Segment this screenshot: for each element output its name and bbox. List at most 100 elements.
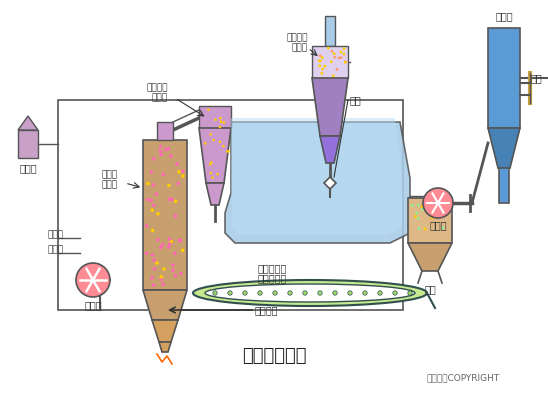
Circle shape [243,291,247,295]
Circle shape [176,182,180,185]
Circle shape [327,47,330,50]
Circle shape [333,53,335,55]
Text: 快速干燥器: 快速干燥器 [258,263,287,273]
Circle shape [155,192,158,196]
Polygon shape [199,128,231,183]
Circle shape [159,275,163,279]
Circle shape [172,263,175,267]
Polygon shape [324,177,336,189]
Circle shape [207,108,210,111]
Circle shape [421,208,424,211]
Circle shape [204,142,207,145]
Circle shape [158,149,162,153]
Circle shape [258,291,262,295]
Circle shape [442,211,445,214]
Circle shape [332,74,335,77]
Polygon shape [152,320,178,342]
Polygon shape [225,106,410,243]
Bar [410,196,440,210]
Circle shape [152,258,156,262]
Polygon shape [408,243,452,271]
Circle shape [151,209,154,212]
Polygon shape [488,128,520,168]
Circle shape [344,60,347,63]
Circle shape [181,170,185,173]
Circle shape [220,121,222,123]
Text: 二次旋流
分离器: 二次旋流 分离器 [287,33,308,53]
Circle shape [333,291,337,295]
Circle shape [181,174,185,178]
Circle shape [414,215,417,218]
Circle shape [219,140,221,143]
Circle shape [213,291,217,295]
Ellipse shape [205,284,415,302]
Circle shape [423,188,453,218]
Circle shape [219,126,221,129]
Circle shape [178,238,181,242]
Circle shape [173,252,176,255]
Circle shape [167,147,170,151]
Circle shape [168,197,172,201]
Bar [408,198,452,243]
Polygon shape [320,136,340,163]
Circle shape [319,59,322,62]
Circle shape [178,239,182,243]
Circle shape [323,65,326,68]
Circle shape [340,51,342,53]
Circle shape [209,133,212,136]
Circle shape [342,47,345,50]
Circle shape [171,269,175,272]
Bar [325,16,335,46]
Circle shape [318,59,321,62]
Circle shape [151,229,155,232]
Circle shape [415,212,419,215]
Bar [157,122,173,140]
Circle shape [162,267,165,271]
Circle shape [161,282,165,286]
Circle shape [288,291,292,295]
Circle shape [150,276,154,279]
Circle shape [335,68,338,71]
Circle shape [273,291,277,295]
Bar [488,28,520,128]
Circle shape [227,150,230,152]
Circle shape [145,224,149,228]
Circle shape [214,118,217,121]
Circle shape [441,226,444,229]
Circle shape [167,183,170,187]
Circle shape [153,267,156,271]
Polygon shape [231,110,402,235]
Circle shape [424,228,426,230]
Circle shape [146,198,150,201]
Polygon shape [143,290,187,320]
Text: 助燃用: 助燃用 [48,246,64,254]
Ellipse shape [193,280,427,306]
Circle shape [321,56,324,59]
Circle shape [76,263,110,297]
Circle shape [431,210,434,213]
Circle shape [151,253,154,257]
Circle shape [159,152,163,156]
Circle shape [159,144,162,148]
Circle shape [318,291,322,295]
Text: 重油池: 重油池 [19,163,37,173]
Text: 泥饼: 泥饼 [350,95,362,105]
Circle shape [303,291,307,295]
Circle shape [416,217,420,220]
Circle shape [162,173,165,176]
Circle shape [330,50,333,53]
Circle shape [159,246,163,249]
Text: 鼓风机: 鼓风机 [84,300,102,310]
Circle shape [441,204,444,207]
Circle shape [340,56,342,59]
Circle shape [146,181,150,185]
Circle shape [211,176,214,179]
Text: 一次旋流
分离器: 一次旋流 分离器 [146,83,168,103]
Text: 启动用: 启动用 [48,230,64,240]
Polygon shape [312,78,348,136]
Polygon shape [159,342,171,352]
Text: 进水: 进水 [530,73,542,83]
Text: 流化床焚烧炉: 流化床焚烧炉 [242,347,306,365]
Circle shape [150,170,153,174]
Circle shape [344,61,347,64]
